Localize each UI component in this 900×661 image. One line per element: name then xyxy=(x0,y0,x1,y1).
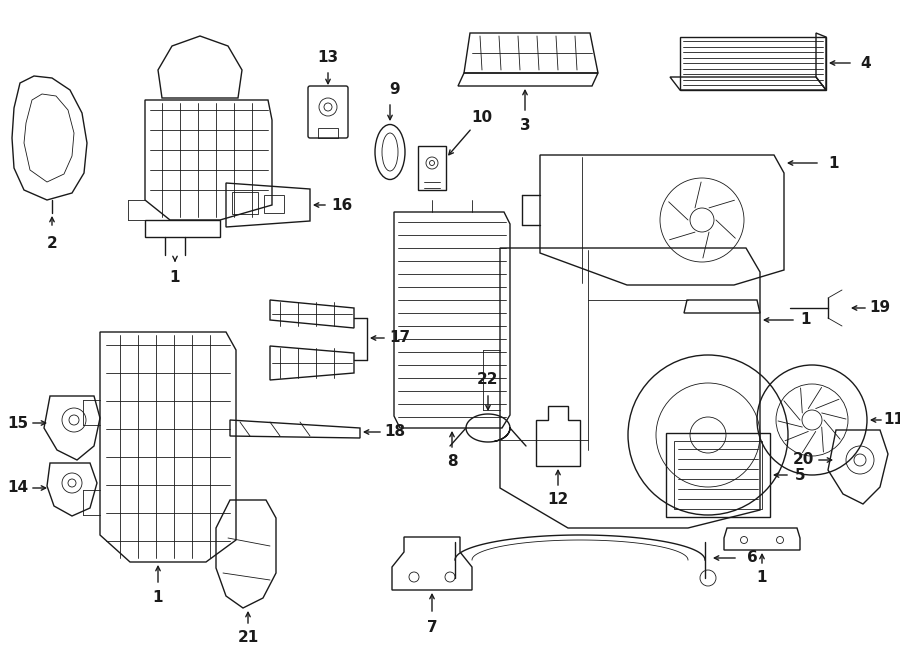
Text: 11: 11 xyxy=(884,412,900,428)
Text: 4: 4 xyxy=(860,56,871,71)
Text: 5: 5 xyxy=(795,467,806,483)
Text: 15: 15 xyxy=(7,416,29,430)
Bar xyxy=(264,195,284,213)
Text: 9: 9 xyxy=(390,83,400,98)
Text: 1: 1 xyxy=(801,313,811,327)
Bar xyxy=(318,128,338,138)
Text: 21: 21 xyxy=(238,631,258,646)
Text: 3: 3 xyxy=(519,118,530,134)
Text: 14: 14 xyxy=(7,481,29,496)
Text: 2: 2 xyxy=(47,235,58,251)
Text: 1: 1 xyxy=(757,570,767,586)
Text: 10: 10 xyxy=(472,110,492,126)
Text: 22: 22 xyxy=(477,373,499,387)
Text: 18: 18 xyxy=(384,424,406,440)
Text: 20: 20 xyxy=(792,453,814,467)
Text: 13: 13 xyxy=(318,50,338,65)
Text: 16: 16 xyxy=(331,198,353,212)
Bar xyxy=(418,146,446,190)
Bar xyxy=(232,192,258,214)
Text: 12: 12 xyxy=(547,492,569,508)
Text: 1: 1 xyxy=(829,155,839,171)
Bar xyxy=(674,441,762,509)
Text: 7: 7 xyxy=(427,619,437,635)
Text: 6: 6 xyxy=(747,551,758,566)
Text: 8: 8 xyxy=(446,455,457,469)
Text: 1: 1 xyxy=(153,590,163,605)
Text: 17: 17 xyxy=(390,330,410,346)
Bar xyxy=(666,433,770,517)
Text: 19: 19 xyxy=(869,301,891,315)
Text: 1: 1 xyxy=(170,270,180,284)
